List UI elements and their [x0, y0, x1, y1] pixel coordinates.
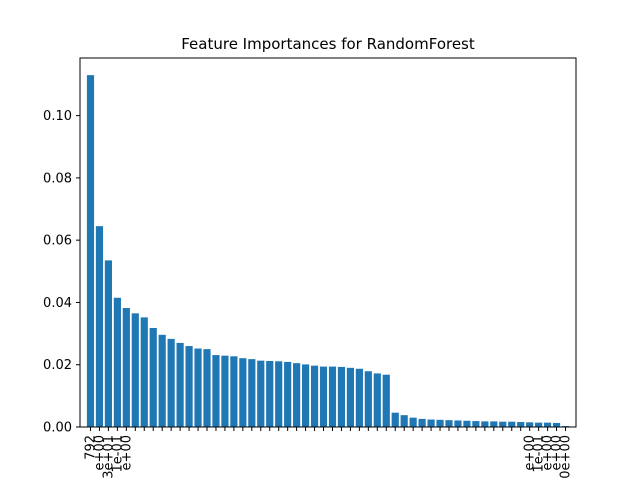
- bar-24: [293, 363, 301, 427]
- bar-2: [95, 226, 104, 427]
- bar-36: [400, 415, 408, 427]
- plot-frame: [79, 57, 577, 428]
- x-tick-label: 792: [83, 435, 98, 460]
- bar-1: [86, 75, 95, 427]
- x-tick-label: e+00: [119, 435, 134, 470]
- bar-45: [481, 421, 489, 427]
- x-tick-label: 3e+01: [101, 435, 116, 479]
- bar-40: [436, 419, 444, 427]
- x-tick-label: 1e-01: [532, 435, 547, 473]
- bar-17: [230, 356, 238, 427]
- bar-6: [131, 313, 139, 427]
- bar-53: [552, 422, 561, 427]
- bar-49: [517, 422, 525, 427]
- bar-22: [275, 361, 283, 427]
- bar-37: [409, 417, 417, 427]
- x-tick-label: e+00: [92, 435, 107, 470]
- y-tick-label: 0.04: [43, 296, 72, 311]
- x-tick-label: e+00: [523, 435, 538, 470]
- bar-15: [212, 355, 220, 427]
- y-tick-label: 0.06: [43, 234, 72, 249]
- bar-42: [454, 420, 462, 427]
- bar-3: [104, 260, 112, 427]
- bar-26: [310, 365, 319, 427]
- bar-27: [319, 366, 328, 427]
- bar-52: [544, 422, 552, 427]
- bar-20: [257, 360, 265, 427]
- bar-31: [355, 368, 363, 427]
- bar-23: [284, 361, 292, 427]
- bar-10: [167, 338, 175, 427]
- bar-44: [472, 421, 480, 427]
- y-axis: 0.00 0.02 0.04 0.06 0.08 0.10: [43, 109, 80, 436]
- y-tick-label: 0.02: [43, 358, 72, 373]
- bar-7: [140, 317, 148, 427]
- bar-25: [302, 364, 310, 427]
- bar-32: [364, 371, 372, 427]
- bar-41: [445, 420, 453, 427]
- bar-39: [427, 419, 435, 427]
- bar-46: [490, 421, 498, 427]
- bar-5: [122, 308, 130, 427]
- bar-35: [391, 412, 399, 427]
- x-tick-label: e+00: [541, 435, 556, 470]
- bar-9: [158, 334, 166, 427]
- bar-19: [248, 359, 256, 427]
- bar-13: [194, 348, 202, 427]
- bar-11: [176, 342, 184, 427]
- bar-29: [337, 366, 346, 427]
- x-tick-label: 0e+00: [559, 435, 574, 479]
- bar-14: [203, 349, 211, 427]
- y-tick-label: 0.10: [43, 109, 72, 124]
- bar-43: [463, 420, 471, 427]
- bar-30: [346, 367, 354, 427]
- bar-50: [526, 422, 534, 427]
- bar-4: [113, 297, 121, 427]
- bar-51: [535, 422, 543, 427]
- bar-12: [185, 346, 193, 427]
- x-tick-label: e+00: [550, 435, 565, 470]
- bar-8: [149, 327, 157, 427]
- y-tick-label: 0.08: [43, 171, 72, 186]
- bar-18: [239, 358, 247, 427]
- bar-21: [266, 360, 274, 427]
- x-tick-label: 1e-01: [110, 435, 125, 473]
- bar-28: [328, 366, 337, 427]
- bar-33: [373, 373, 381, 427]
- bar-34: [382, 374, 390, 427]
- bars-group: [86, 75, 570, 427]
- bar-38: [418, 418, 426, 427]
- bar-48: [508, 421, 516, 427]
- chart-title: Feature Importances for RandomForest: [181, 35, 475, 53]
- bar-47: [499, 421, 507, 427]
- bar-16: [221, 355, 229, 427]
- y-tick-label: 0.00: [43, 421, 72, 436]
